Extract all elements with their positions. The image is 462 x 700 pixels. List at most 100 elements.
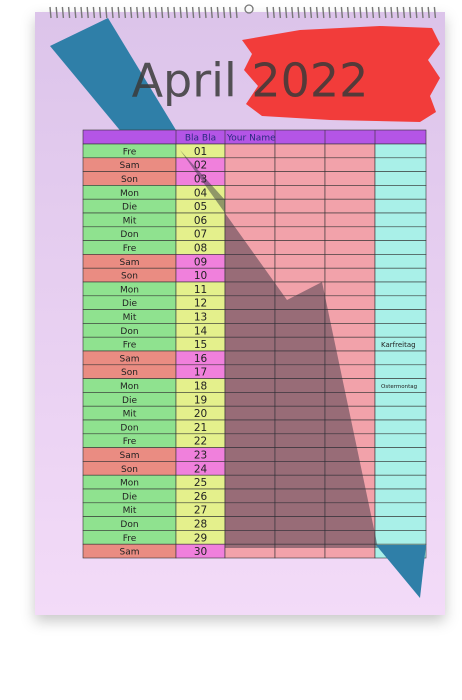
day-number: 17 <box>194 367 207 379</box>
coil <box>179 6 182 19</box>
cell <box>274 212 326 228</box>
day-number: 10 <box>194 270 207 282</box>
cell <box>274 171 326 186</box>
coil <box>346 6 350 19</box>
cell <box>224 185 276 200</box>
cell <box>324 254 376 269</box>
day-number: 06 <box>194 215 208 227</box>
day-number: 13 <box>194 312 207 324</box>
cell <box>274 157 326 172</box>
day-name: Mit <box>123 506 137 516</box>
day-number: 11 <box>194 284 207 296</box>
day-number: 05 <box>194 201 207 213</box>
day-number: 22 <box>194 436 207 448</box>
day-name: Don <box>120 230 138 240</box>
cell <box>224 171 276 186</box>
day-name: Sam <box>120 548 140 558</box>
coil <box>365 6 368 19</box>
coil <box>74 6 77 19</box>
day-name: Don <box>120 327 138 337</box>
blue-shape <box>50 18 182 140</box>
day-name: Sam <box>120 354 140 364</box>
coil <box>105 6 108 19</box>
coil <box>67 6 71 19</box>
cell <box>324 198 376 214</box>
cell <box>374 350 427 366</box>
cell <box>374 488 427 504</box>
day-name: Don <box>120 520 138 530</box>
cell <box>274 185 326 200</box>
day-number: 08 <box>194 243 207 255</box>
coil <box>284 6 288 19</box>
day-name: Mit <box>123 216 137 226</box>
cell <box>374 419 427 435</box>
coil <box>167 6 170 19</box>
coil <box>148 6 151 19</box>
day-name: Fre <box>123 147 137 157</box>
coil <box>142 6 145 19</box>
day-number: 29 <box>194 532 207 544</box>
day-number: 23 <box>194 450 207 462</box>
cell <box>274 226 326 241</box>
coil <box>396 6 399 19</box>
coil <box>433 6 437 19</box>
day-name: Son <box>121 272 138 282</box>
day-number: 02 <box>194 160 207 172</box>
coil <box>340 6 344 19</box>
coil <box>272 6 275 19</box>
red-brush <box>242 26 440 122</box>
coil <box>173 6 176 19</box>
cell <box>374 530 427 545</box>
header-cell: Your Name <box>226 134 276 144</box>
cell <box>324 240 376 255</box>
cell <box>274 267 326 283</box>
cell <box>374 433 427 448</box>
cell <box>374 171 427 186</box>
coil <box>377 6 381 19</box>
blue-tip <box>376 545 426 598</box>
coil <box>229 6 232 19</box>
day-name: Mit <box>123 313 137 323</box>
table: Bla Bla Your Name Fre 01 Sam 02 Son 03 Mon 04 Die 0… <box>82 129 427 559</box>
cell <box>324 295 376 310</box>
day-name: Son <box>121 465 138 475</box>
day-number: 21 <box>194 422 207 434</box>
day-number: 25 <box>194 477 207 489</box>
cell <box>374 323 427 338</box>
cell <box>374 405 427 421</box>
coil <box>92 6 96 19</box>
cell <box>274 143 326 159</box>
cell <box>374 267 427 283</box>
day-name: Mon <box>120 479 139 489</box>
day-number: 04 <box>194 187 208 199</box>
day-name: Mon <box>120 285 139 295</box>
coil <box>297 6 300 19</box>
cell <box>274 198 326 214</box>
day-name: Die <box>122 396 137 406</box>
day-number: 18 <box>194 381 207 393</box>
coil <box>266 6 269 19</box>
coil <box>61 6 65 19</box>
hanger <box>244 4 254 14</box>
cell <box>224 157 276 172</box>
coil <box>291 6 294 19</box>
coil <box>421 6 424 19</box>
day-number: 01 <box>194 146 207 158</box>
cell <box>224 143 276 159</box>
day-name: Sam <box>120 451 140 461</box>
coil <box>384 6 387 19</box>
day-name: Son <box>121 368 138 378</box>
title: April 2022 <box>132 54 369 108</box>
coil <box>49 6 52 19</box>
cell <box>374 212 427 228</box>
coil <box>210 6 213 19</box>
coil <box>80 6 83 19</box>
day-number: 03 <box>194 174 207 186</box>
coil <box>129 6 133 19</box>
day-name: Fre <box>123 437 137 447</box>
day-name: Sam <box>120 161 140 171</box>
spiral-binding <box>49 4 437 19</box>
cell <box>374 309 427 324</box>
coil <box>328 6 331 19</box>
coil <box>371 6 375 19</box>
